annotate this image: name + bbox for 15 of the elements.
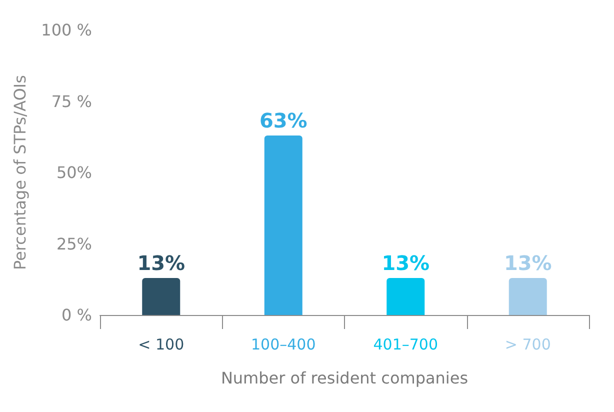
data-label: 13% bbox=[382, 250, 430, 275]
x-tick-label: 401–700 bbox=[373, 336, 438, 354]
x-tick-label: 100–400 bbox=[250, 336, 316, 354]
data-label: 13% bbox=[137, 250, 186, 275]
y-tick-label: 75 % bbox=[51, 92, 92, 111]
y-axis-title: Percentage of STPs/AOIs bbox=[10, 75, 30, 270]
x-tick-label: < 100 bbox=[138, 336, 184, 354]
x-axis-title: Number of resident companies bbox=[220, 368, 468, 388]
data-label: 13% bbox=[504, 250, 552, 275]
y-tick-label: 0 % bbox=[62, 306, 92, 324]
data-label: 63% bbox=[259, 108, 308, 132]
y-tick-label: 50% bbox=[56, 163, 92, 182]
y-tick-label: 100 % bbox=[41, 20, 92, 40]
x-tick-label: > 700 bbox=[504, 336, 551, 354]
y-tick-label: 25% bbox=[56, 234, 92, 254]
